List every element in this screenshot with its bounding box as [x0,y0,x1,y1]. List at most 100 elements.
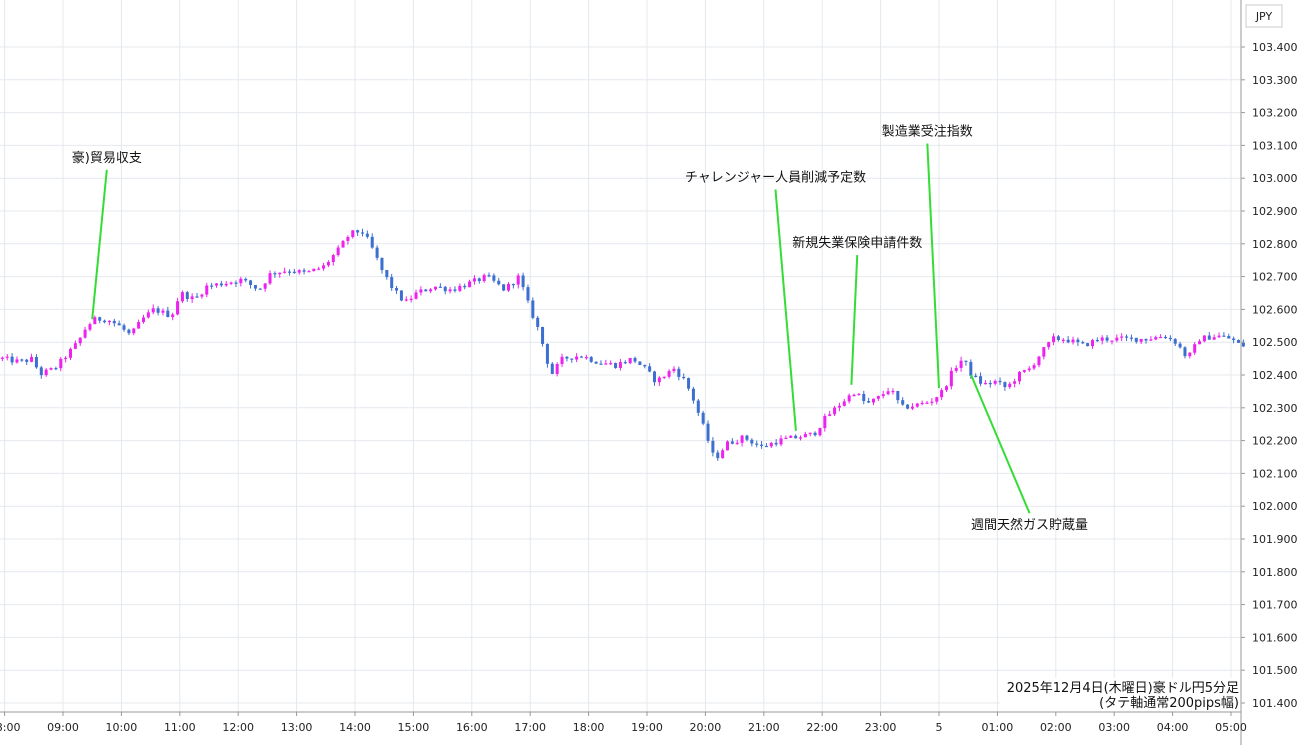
candle [370,233,374,249]
candle [628,357,632,365]
candle [760,441,764,449]
candle [1037,355,1041,368]
candle [575,353,579,363]
candle [1110,340,1114,345]
candle-body [1129,337,1133,339]
candle [789,435,793,438]
candle-body [443,286,447,292]
candle-body [1178,343,1182,348]
candle-body [161,310,165,313]
candle-body [112,320,116,324]
candle [711,437,715,457]
candle-body [614,363,618,368]
y-tick-label: 102.900 [1252,205,1298,218]
candle [638,361,642,366]
candle-body [1105,337,1109,341]
candle [614,362,618,369]
candle [1032,363,1036,371]
candle [83,326,87,339]
candle-body [1232,338,1236,341]
y-tick-label: 102.400 [1252,369,1298,382]
candle [652,370,657,386]
candle [151,304,155,315]
candle-body [219,283,223,286]
candle [550,361,554,375]
candle [764,443,768,448]
candle [1013,378,1017,388]
candle-body [818,428,822,436]
candle-body [1183,347,1187,357]
candle-body [1047,342,1051,348]
candle-body [468,281,472,288]
x-tick-label: 08:00 [0,721,20,734]
y-tick-label: 101.700 [1252,599,1298,612]
candle [117,320,121,326]
candle [1193,342,1197,355]
annotation-label: 製造業受注指数 [882,124,973,140]
candle-body [964,360,968,362]
candle [1003,381,1007,391]
candle [1066,336,1070,344]
candle-body [935,397,939,402]
candle [98,316,102,324]
candle-body [1134,337,1138,342]
candle [414,289,418,300]
candle-body [482,275,486,282]
candle [258,288,262,290]
candle [579,355,584,358]
candle [935,396,939,405]
x-tick-label: 10:00 [106,721,138,734]
candle-body [930,401,934,403]
candle-body [297,270,301,273]
candle [944,385,949,393]
candle-body [1212,337,1216,340]
candle [594,361,598,365]
candle [1198,339,1202,345]
candle [93,315,97,325]
candle [1227,333,1231,339]
candle [1095,337,1099,342]
candle-body [1144,338,1148,341]
candle-body [1163,336,1168,339]
candle-body [706,423,710,441]
candle-body [944,386,949,391]
candle-body [185,292,189,300]
candle [589,355,593,363]
candle [1149,336,1153,341]
candle-body [575,356,579,360]
x-tick-label: 22:00 [806,721,838,734]
candle [103,319,107,324]
candle-body [287,271,292,273]
candle-body [1017,371,1022,382]
candle-body [794,435,798,439]
y-tick-label: 102.500 [1252,336,1298,349]
candle [482,273,486,283]
candle [871,398,876,406]
candle [200,293,204,299]
candle-body [521,275,525,288]
candle-body [979,376,983,384]
candle-body [696,400,700,413]
candle-body [380,257,384,271]
candle-body [536,317,540,327]
candle [1139,338,1143,344]
candles [0,228,1245,461]
candle-body [88,324,92,330]
annotation-leader-line [970,374,1031,514]
candle [171,312,175,321]
candle-body [1032,365,1036,369]
candle [623,360,627,365]
candle [317,266,321,271]
candle [609,360,613,366]
candle [244,277,248,283]
caption-line2: (タテ軸通常200pips幅) [1099,696,1239,711]
candle-body [735,442,739,444]
x-tick-label: 02:00 [1040,721,1072,734]
candle [127,328,131,336]
candle-body [180,292,184,302]
candle [502,284,506,292]
candle [750,438,754,447]
candle-body [390,277,394,289]
candle [424,288,428,292]
candle [1100,335,1104,345]
